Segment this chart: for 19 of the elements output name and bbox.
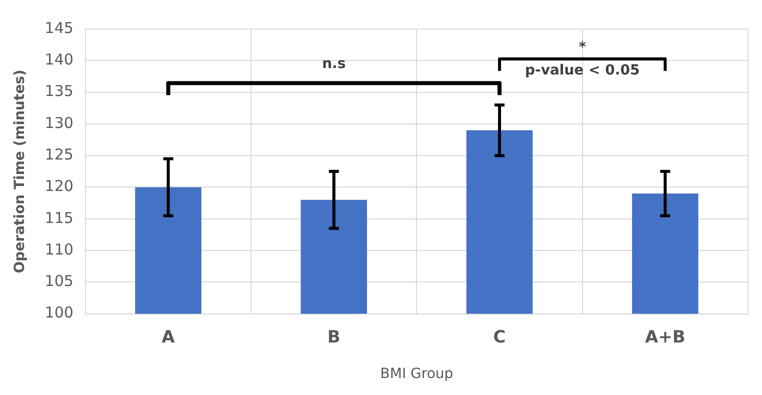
y-tick-label: 125 <box>44 145 74 164</box>
x-tick-label: A+B <box>645 327 686 348</box>
annotation: p-value < 0.05 <box>525 62 640 79</box>
y-tick-label: 130 <box>44 114 74 132</box>
y-axis-title: Operation Time (minutes) <box>12 70 28 274</box>
annotation: n.s <box>322 56 346 72</box>
x-tick-label: A <box>162 327 176 348</box>
x-tick-label: C <box>493 327 506 348</box>
x-tick-label: B <box>327 327 340 348</box>
x-axis-title: BMI Group <box>380 366 454 382</box>
y-tick-label: 145 <box>44 18 74 37</box>
y-tick-label: 135 <box>44 82 74 100</box>
y-tick-label: 120 <box>44 177 74 196</box>
y-tick-label: 110 <box>44 240 74 258</box>
y-tick-label: 105 <box>44 272 74 290</box>
y-tick-label: 100 <box>44 304 74 322</box>
y-tick-label: 140 <box>44 50 74 69</box>
annotation: * <box>578 40 587 56</box>
y-tick-label: 115 <box>44 208 74 227</box>
